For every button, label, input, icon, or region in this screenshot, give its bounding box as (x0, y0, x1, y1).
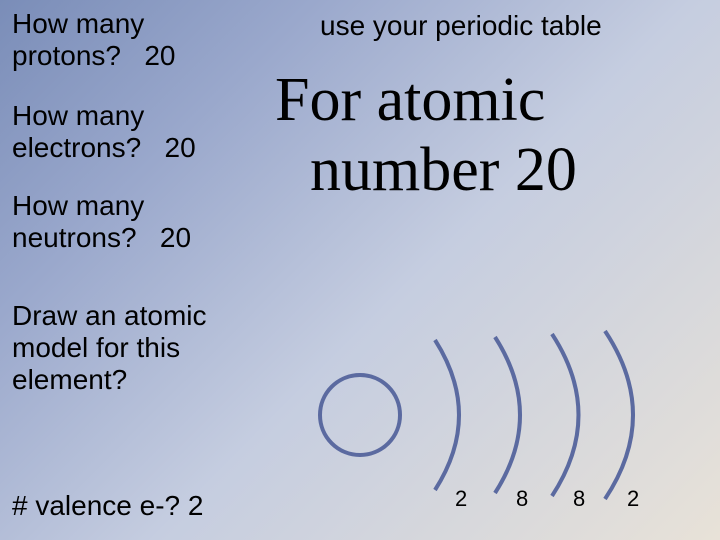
shell-label-4: 2 (627, 486, 639, 512)
shell-diagram: 2 8 8 2 (305, 300, 705, 530)
question-electrons: How many electrons? 20 (12, 100, 196, 164)
shell-svg (305, 300, 705, 530)
q-neutrons-word: neutrons? (12, 222, 137, 253)
nucleus-circle (320, 375, 400, 455)
q-electrons-word: electrons? (12, 132, 141, 163)
question-protons: How many protons? 20 (12, 8, 175, 72)
q-protons-label: How many (12, 8, 144, 39)
shell-label-3: 8 (573, 486, 585, 512)
shell-label-1: 2 (455, 486, 467, 512)
q-protons-word: protons? (12, 40, 121, 71)
title-line1: For atomic (275, 65, 545, 136)
shell-arc-4 (605, 331, 633, 499)
q-electrons-label: How many (12, 100, 144, 131)
q-valence-answer: 2 (188, 490, 204, 521)
shell-arc-3 (552, 334, 579, 496)
shell-label-2: 8 (516, 486, 528, 512)
q-protons-answer: 20 (144, 40, 175, 71)
slide: use your periodic table For atomic numbe… (0, 0, 720, 540)
question-model: Draw an atomic model for this element? (12, 300, 207, 397)
q-neutrons-label: How many (12, 190, 144, 221)
q-valence-label: # valence e-? (12, 490, 180, 521)
hint-text: use your periodic table (320, 10, 602, 42)
title-line2: number 20 (310, 135, 577, 206)
q-electrons-answer: 20 (165, 132, 196, 163)
shell-arc-1 (435, 340, 459, 490)
question-valence: # valence e-? 2 (12, 490, 203, 522)
question-neutrons: How many neutrons? 20 (12, 190, 191, 254)
shell-arc-2 (495, 337, 520, 493)
q-neutrons-answer: 20 (160, 222, 191, 253)
